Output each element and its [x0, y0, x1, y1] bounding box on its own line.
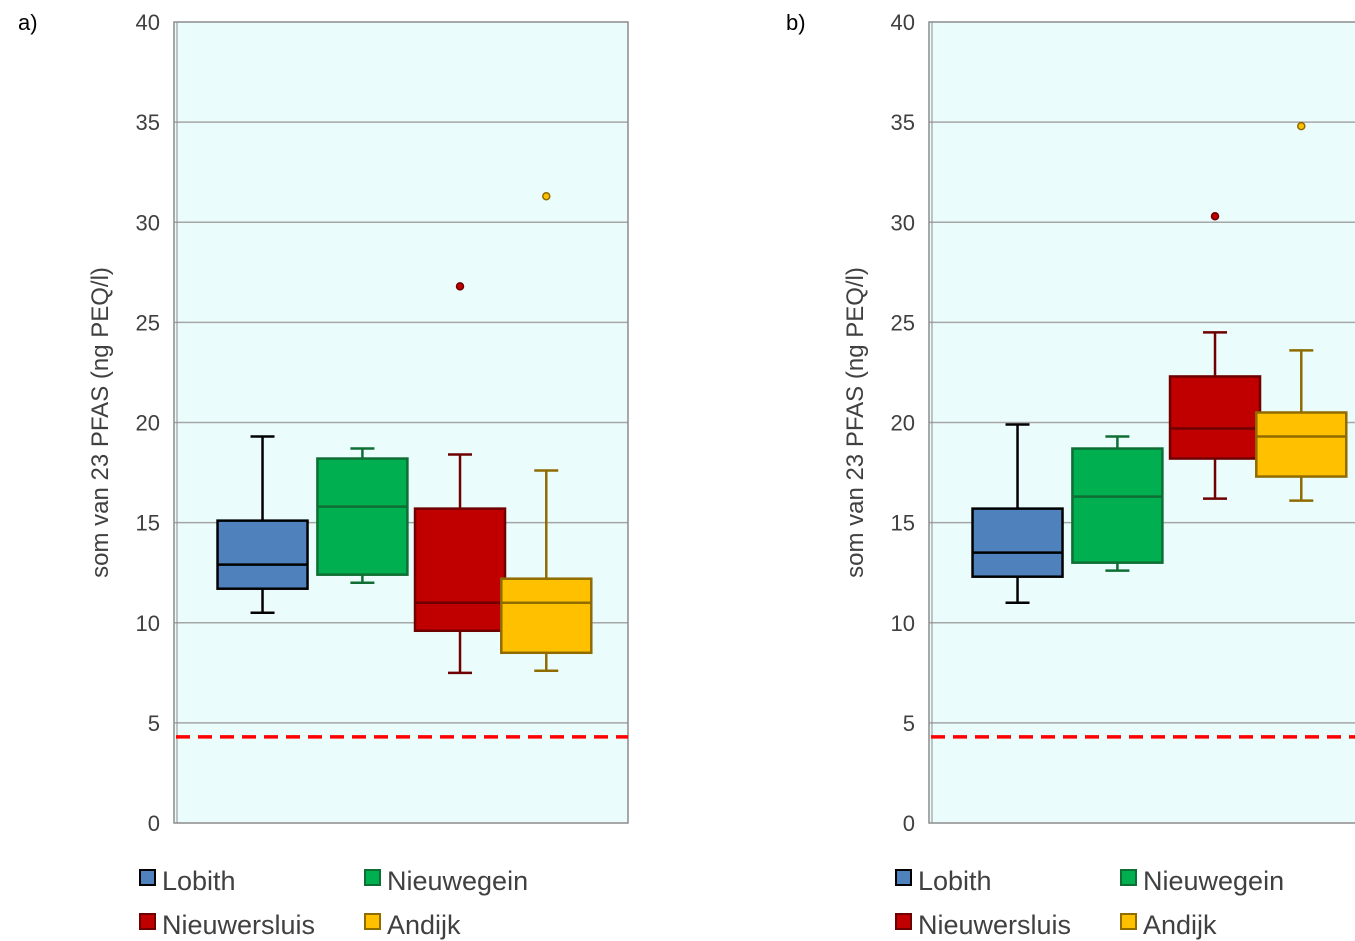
legend-item: Nieuwegein	[1120, 866, 1284, 896]
box-body	[1255, 411, 1348, 478]
box-nieuwersluis	[1168, 211, 1262, 500]
y-tick-label: 10	[891, 611, 915, 636]
box-nieuwegein	[316, 447, 409, 584]
legend-swatch	[364, 869, 381, 886]
legend-swatch	[139, 869, 156, 886]
panel-a: 0 5 10 15 20 25 30 35 40 som van 23 PFAS (ng PEQ/…	[18, 10, 629, 940]
legend-swatch	[364, 913, 381, 930]
legend-label: Nieuwegein	[1143, 866, 1284, 896]
outlier-point	[1297, 121, 1306, 131]
y-axis-title: som van 23 PFAS (ng PEQ/l)	[842, 267, 869, 578]
y-tick-label: 30	[891, 210, 915, 235]
outlier-point	[542, 191, 551, 201]
outlier-point	[455, 282, 465, 291]
y-tick-label: 40	[891, 10, 915, 35]
y-tick-label: 25	[891, 310, 915, 335]
box-andijk	[1255, 121, 1348, 502]
y-tick-label: 35	[891, 110, 915, 135]
y-tick-label: 10	[136, 611, 160, 636]
legend-swatch	[895, 913, 912, 930]
legend-swatch	[1120, 869, 1137, 886]
box-andijk	[500, 191, 593, 673]
box-body	[1071, 447, 1164, 564]
panel-b: 0 5 10 15 20 25 30 35 40 som van 23 PFAS (ng PEQ/…	[786, 10, 1355, 940]
y-tick-label: 0	[903, 811, 915, 836]
box-body	[500, 577, 593, 655]
legend-label: Lobith	[162, 866, 236, 896]
legend-swatch	[139, 913, 156, 930]
legend-label: Andijk	[1143, 910, 1217, 940]
y-tick-label: 15	[891, 511, 915, 536]
y-tick-label: 5	[148, 711, 160, 736]
box-body	[971, 507, 1064, 578]
legend-label: Nieuwegein	[387, 866, 528, 896]
y-tick-label: 25	[136, 310, 160, 335]
box-nieuwegein	[1071, 435, 1164, 572]
legend-item: Nieuwersluis	[895, 910, 1071, 940]
legend-item: Nieuwegein	[364, 866, 528, 896]
y-tick-label: 0	[148, 811, 160, 836]
y-tick-label: 5	[903, 711, 915, 736]
box-lobith	[971, 423, 1064, 604]
legend-item: Lobith	[139, 866, 236, 896]
legend-label: Nieuwersluis	[918, 910, 1071, 940]
box-body	[216, 519, 309, 590]
y-tick-label: 30	[136, 210, 160, 235]
box-nieuwersluis	[413, 282, 507, 675]
y-axis-title: som van 23 PFAS (ng PEQ/l)	[87, 267, 114, 578]
box-body	[1168, 375, 1262, 460]
legend-item: Lobith	[895, 866, 992, 896]
plot-frame	[173, 21, 629, 824]
y-tick-label: 20	[891, 411, 915, 436]
plot-frame	[928, 21, 1355, 824]
legend-item: Andijk	[364, 910, 461, 940]
y-tick-label: 35	[136, 110, 160, 135]
y-tick-label: 20	[136, 411, 160, 436]
outlier-point	[1210, 211, 1220, 221]
y-tick-label: 15	[136, 511, 160, 536]
box-lobith	[216, 435, 309, 614]
box-body	[413, 507, 507, 633]
legend-swatch	[1120, 913, 1137, 930]
panel-label: b)	[786, 10, 806, 35]
legend-swatch	[895, 869, 912, 886]
legend-item: Andijk	[1120, 910, 1217, 940]
box-body	[316, 457, 409, 576]
legend-item: Nieuwersluis	[139, 910, 315, 940]
panel-label: a)	[18, 10, 38, 35]
legend-label: Nieuwersluis	[162, 910, 315, 940]
y-tick-label: 40	[136, 10, 160, 35]
legend-label: Andijk	[387, 910, 461, 940]
legend-label: Lobith	[918, 866, 992, 896]
